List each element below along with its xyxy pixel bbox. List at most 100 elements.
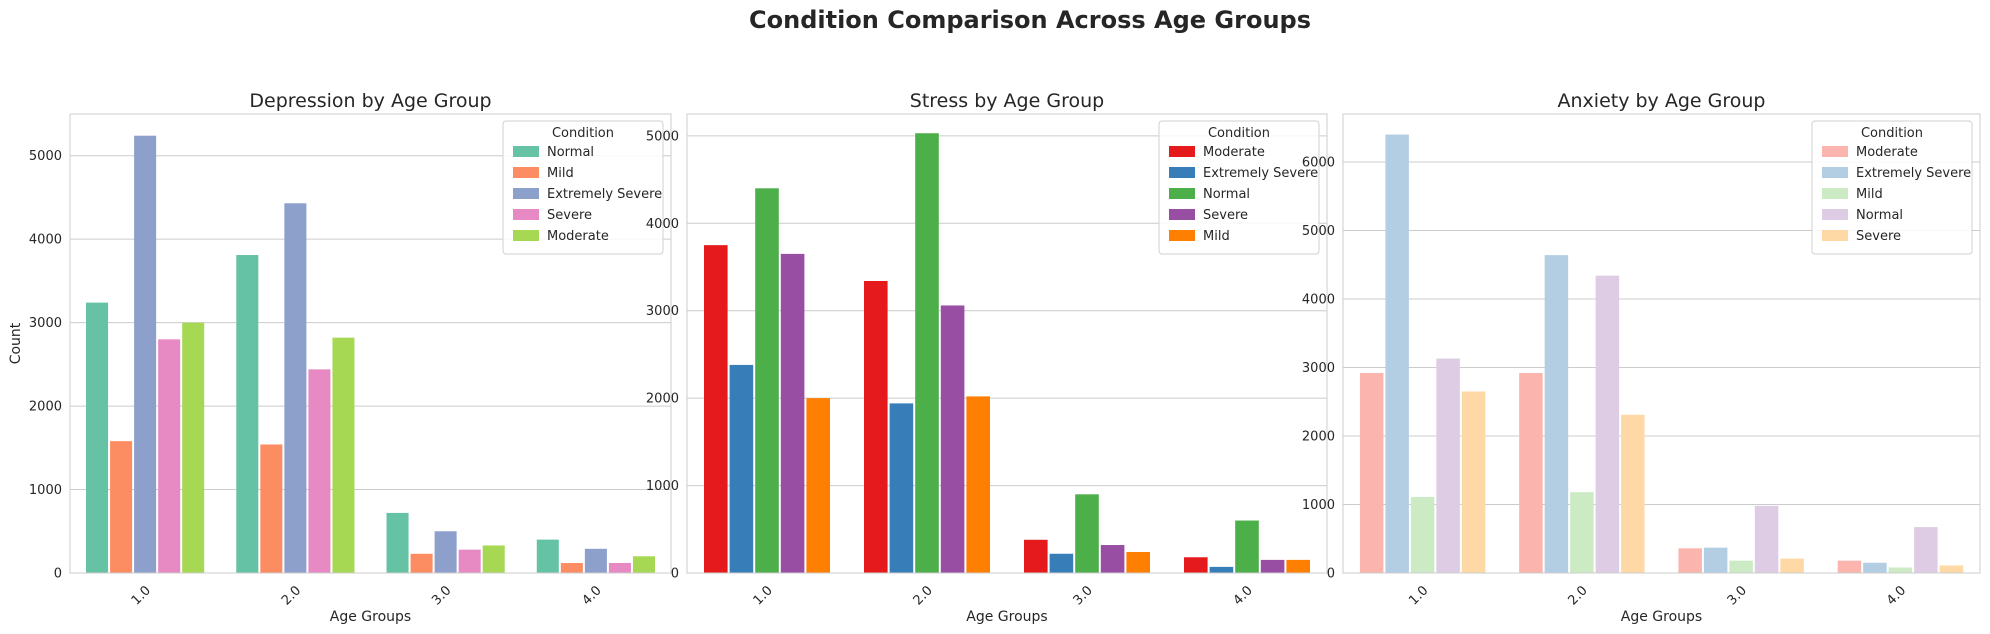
- chart-title: Stress by Age Group: [910, 90, 1104, 112]
- legend-swatch: [513, 146, 539, 157]
- x-tick-label: 1.0: [129, 583, 154, 608]
- legend-entry: Extremely Severe: [1203, 166, 1318, 181]
- bar-extremely-severe-4.0: [584, 548, 607, 573]
- legend-swatch: [513, 188, 539, 199]
- bar-moderate-1.0: [704, 245, 728, 573]
- bar-extremely-severe-1.0: [729, 364, 754, 573]
- y-tick-label: 0: [671, 567, 679, 582]
- bar-extremely-severe-1.0: [134, 135, 157, 573]
- x-tick-label: 4.0: [1884, 583, 1909, 608]
- bar-mild-1.0: [110, 441, 133, 573]
- legend-swatch: [1822, 188, 1848, 199]
- bar-mild-2.0: [260, 444, 283, 573]
- bar-normal-3.0: [1075, 494, 1099, 573]
- chart-panels: 0 1000 2000 3000 4000 5000 1.0 2.0 3.0 4.0 Depress…: [8, 90, 1981, 625]
- bar-normal-1.0: [1436, 358, 1460, 573]
- axes-frame: [1342, 113, 1981, 574]
- y-tick-label: 1000: [646, 479, 679, 494]
- bar-mild-4.0: [1888, 567, 1913, 573]
- bar-severe-4.0: [1939, 565, 1964, 573]
- legend-entry: Severe: [1203, 208, 1248, 223]
- y-tick-label: 1000: [29, 483, 62, 498]
- bar-normal-2.0: [915, 133, 939, 573]
- bar-mild-3.0: [410, 553, 433, 573]
- bar-moderate-4.0: [1184, 557, 1208, 573]
- bar-severe-1.0: [1461, 391, 1486, 573]
- bar-moderate-3.0: [482, 545, 505, 573]
- bar-extremely-severe-4.0: [1209, 566, 1234, 573]
- bar-moderate-1.0: [182, 322, 205, 573]
- legend-entry: Extremely Severe: [547, 187, 662, 202]
- bar-mild-1.0: [1410, 496, 1435, 573]
- bar-mild-3.0: [1126, 552, 1150, 573]
- x-tick-label: 1.0: [1406, 583, 1431, 608]
- figure-title: Condition Comparison Across Age Groups: [749, 6, 1311, 34]
- legend-swatch: [1822, 230, 1848, 241]
- legend-entry: Normal: [1203, 187, 1250, 202]
- y-tick-label: 4000: [1302, 292, 1335, 307]
- bar-mild-1.0: [806, 398, 830, 573]
- y-tick-label: 5000: [1302, 224, 1335, 239]
- legend-entry: Moderate: [1856, 145, 1918, 160]
- bar-moderate-1.0: [1359, 372, 1384, 573]
- bar-mild-2.0: [966, 396, 990, 573]
- y-axis-label: Count: [8, 322, 24, 364]
- x-tick-label: 1.0: [751, 583, 776, 608]
- legend-swatch: [1822, 167, 1848, 178]
- legend-swatch: [1169, 230, 1195, 241]
- bar-moderate-3.0: [1678, 548, 1702, 573]
- bar-normal-4.0: [1914, 527, 1938, 573]
- legend-swatch: [1169, 167, 1195, 178]
- legend-box: [502, 120, 664, 255]
- legend-title: Condition: [1861, 126, 1923, 141]
- legend-entry: Mild: [1203, 229, 1230, 244]
- legend-entry: Severe: [1856, 229, 1901, 244]
- y-tick-label: 2000: [646, 392, 679, 407]
- y-tick-label: 4000: [646, 217, 679, 232]
- legend-entry: Extremely Severe: [1856, 166, 1971, 181]
- bar-extremely-severe-2.0: [284, 203, 307, 573]
- x-axis-label: Age Groups: [966, 609, 1047, 625]
- bar-extremely-severe-3.0: [434, 531, 457, 573]
- bar-moderate-4.0: [1837, 560, 1862, 573]
- bar-extremely-severe-3.0: [1049, 553, 1074, 573]
- legend-entry: Normal: [1856, 208, 1903, 223]
- x-tick-label: 3.0: [1071, 583, 1096, 608]
- legend-title: Condition: [1208, 126, 1270, 141]
- legend-title: Condition: [552, 126, 614, 141]
- bar-severe-2.0: [308, 369, 331, 573]
- bar-severe-3.0: [1780, 558, 1804, 573]
- legend-swatch: [1822, 209, 1848, 220]
- bar-moderate-2.0: [1519, 372, 1543, 573]
- bar-moderate-4.0: [632, 556, 655, 573]
- y-tick-label: 2000: [29, 400, 62, 415]
- y-tick-label: 5000: [646, 129, 679, 144]
- bar-severe-1.0: [158, 339, 181, 573]
- x-tick-label: 4.0: [1231, 583, 1256, 608]
- legend-entry: Moderate: [1203, 145, 1265, 160]
- bar-mild-2.0: [1570, 492, 1594, 573]
- legend-entry: Severe: [547, 208, 592, 223]
- bar-normal-1.0: [755, 188, 779, 574]
- x-axis-label: Age Groups: [330, 609, 411, 625]
- chart-panel-1: 0 1000 2000 3000 4000 5000 1.0 2.0 3.0 4.0 Depress…: [8, 90, 672, 625]
- legend-entry: Mild: [1856, 187, 1883, 202]
- bar-severe-3.0: [458, 549, 481, 573]
- y-tick-label: 2000: [1302, 429, 1335, 444]
- y-tick-label: 3000: [646, 304, 679, 319]
- bar-normal-1.0: [86, 302, 109, 573]
- chart-panel-3: 0 1000 2000 3000 4000 5000 6000 1.0 2.0 3.0 4.0 Anx…: [1302, 90, 1981, 625]
- bar-normal-2.0: [236, 255, 259, 573]
- legend-swatch: [513, 209, 539, 220]
- legend-box: [1158, 120, 1320, 255]
- axes-frame: [686, 113, 1328, 574]
- y-tick-label: 3000: [1302, 361, 1335, 376]
- bar-normal-4.0: [1235, 520, 1259, 573]
- bar-extremely-severe-1.0: [1385, 134, 1409, 573]
- x-tick-label: 2.0: [1565, 583, 1590, 608]
- x-tick-label: 3.0: [429, 583, 454, 608]
- x-axis-label: Age Groups: [1621, 609, 1702, 625]
- bar-mild-3.0: [1729, 560, 1753, 573]
- bar-extremely-severe-3.0: [1703, 547, 1728, 573]
- legend: Condition Moderate Extremely Severe Mild Nor…: [1811, 120, 1973, 255]
